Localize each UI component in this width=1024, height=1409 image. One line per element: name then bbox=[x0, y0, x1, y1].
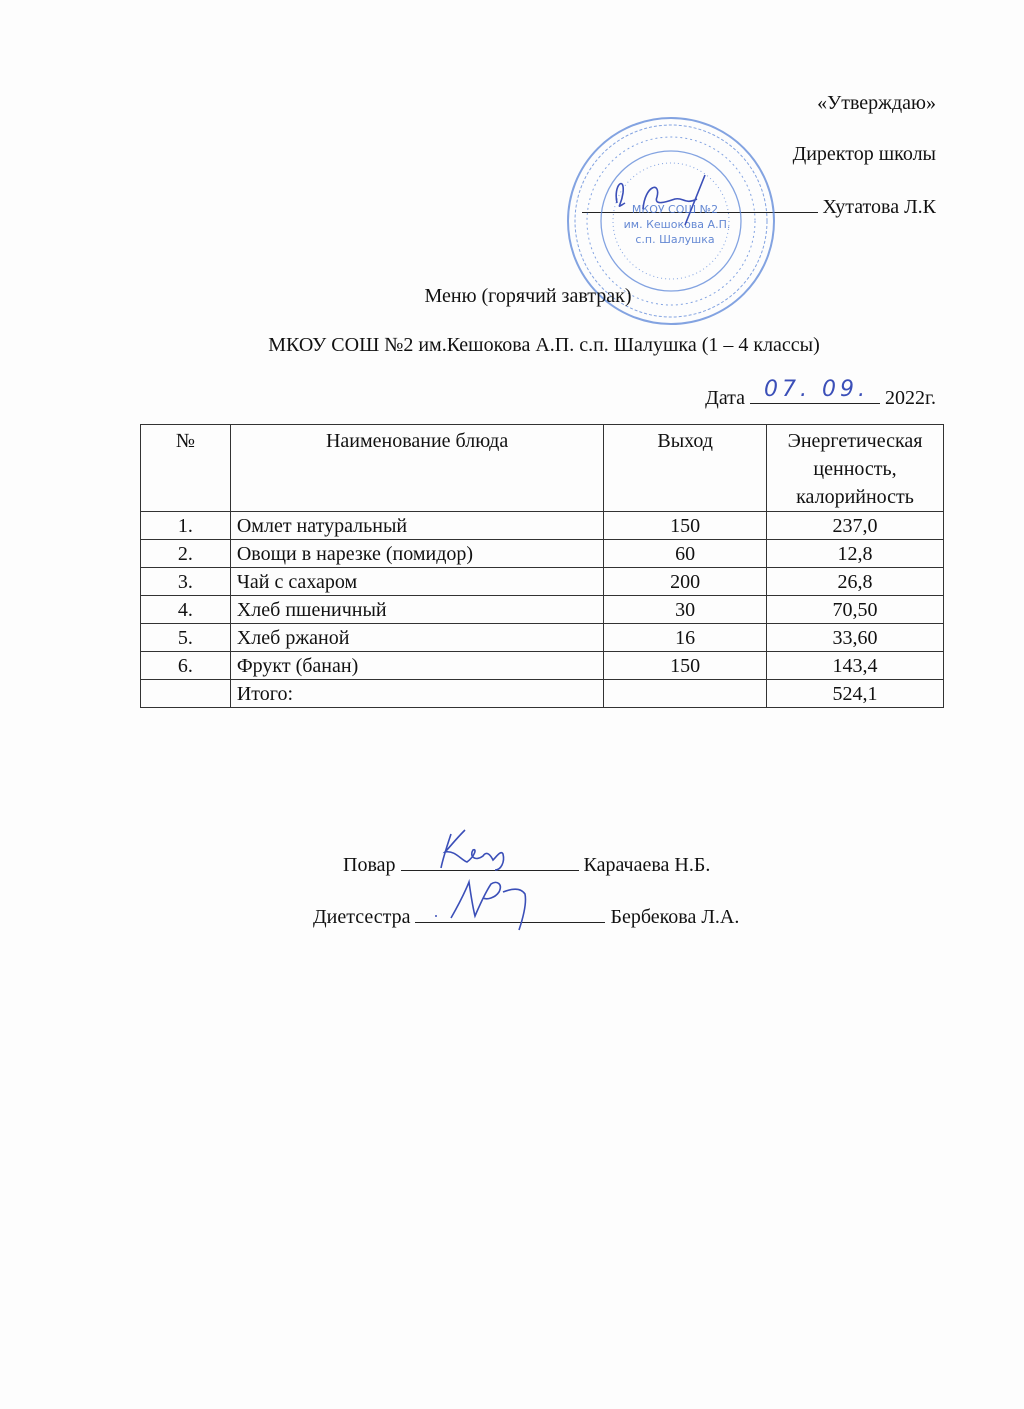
dish-yield: 200 bbox=[603, 567, 768, 596]
director-name: Хутатова Л.К bbox=[822, 196, 936, 218]
total-label: Итого: bbox=[229, 679, 605, 708]
date-blank: 07. 09. bbox=[750, 377, 881, 404]
cook-role: Повар bbox=[343, 854, 396, 876]
total-yield bbox=[603, 679, 768, 708]
dish-kcal: 143,4 bbox=[766, 651, 944, 680]
dish-name: Чай с сахаром bbox=[229, 567, 605, 596]
dish-name: Хлеб пшеничный bbox=[229, 595, 605, 624]
table-row: 4. Хлеб пшеничный 30 70,50 bbox=[140, 595, 944, 624]
approval-position: Директор школы bbox=[792, 143, 936, 165]
row-number: 2. bbox=[140, 539, 231, 568]
header-dish-name: Наименование блюда bbox=[229, 424, 605, 512]
table-total-row: Итого: 524,1 bbox=[140, 679, 944, 708]
dish-yield: 30 bbox=[603, 595, 768, 624]
svg-text:МКОУ СОШ №2: МКОУ СОШ №2 bbox=[632, 203, 718, 216]
table-row: 2. Овощи в нарезке (помидор) 60 12,8 bbox=[140, 539, 944, 568]
total-kcal: 524,1 bbox=[766, 679, 944, 708]
approval-heading: «Утверждаю» bbox=[817, 92, 936, 114]
cook-handwritten-signature bbox=[439, 829, 504, 871]
total-number bbox=[140, 679, 231, 708]
dish-name: Омлет натуральный bbox=[229, 511, 605, 540]
row-number: 6. bbox=[140, 651, 231, 680]
menu-title: Меню (горячий завтрак) bbox=[424, 285, 632, 307]
svg-text:с.п. Шалушка: с.п. Шалушка bbox=[635, 233, 714, 246]
table-row: 6. Фрукт (банан) 150 143,4 bbox=[140, 651, 944, 680]
row-number: 5. bbox=[140, 623, 231, 652]
date-line: Дата 07. 09. 2022г. bbox=[705, 377, 936, 410]
signature-cook: Повар Карачаева Н.Б. bbox=[343, 829, 711, 877]
signature-blank bbox=[581, 190, 818, 213]
dietitian-handwritten-signature bbox=[435, 878, 527, 931]
table-header-row: № Наименование блюда Выход Энергетическа… bbox=[140, 424, 944, 512]
dish-yield: 16 bbox=[603, 623, 768, 652]
dietitian-signature-blank bbox=[415, 878, 606, 931]
dish-kcal: 26,8 bbox=[766, 567, 944, 596]
table-row: 1. Омлет натуральный 150 237,0 bbox=[140, 511, 944, 540]
dish-yield: 150 bbox=[603, 651, 768, 680]
school-name: МКОУ СОШ №2 им.Кешокова А.П. с.п. Шалушк… bbox=[268, 334, 820, 356]
cook-name: Карачаева Н.Б. bbox=[583, 854, 711, 876]
header-number: № bbox=[140, 424, 231, 512]
row-number: 3. bbox=[140, 567, 231, 596]
date-year: 2022г. bbox=[885, 387, 936, 409]
table-row: 3. Чай с сахаром 200 26,8 bbox=[140, 567, 944, 596]
dish-name: Фрукт (банан) bbox=[229, 651, 605, 680]
menu-table: № Наименование блюда Выход Энергетическа… bbox=[140, 424, 944, 708]
signature-dietitian: Диетсестра Бербекова Л.А. bbox=[313, 878, 740, 931]
dish-yield: 60 bbox=[603, 539, 768, 568]
header-yield: Выход bbox=[603, 424, 768, 512]
dietitian-name: Бербекова Л.А. bbox=[610, 906, 740, 928]
dish-name: Хлеб ржаной bbox=[229, 623, 605, 652]
row-number: 1. bbox=[140, 511, 231, 540]
dish-kcal: 237,0 bbox=[766, 511, 944, 540]
date-label: Дата bbox=[705, 387, 746, 409]
school-stamp: МКОУ СОШ №2 им. Кешокова А.П. с.п. Шалуш… bbox=[567, 117, 775, 325]
header-energy: Энергетическая ценность, калорийность bbox=[766, 424, 944, 512]
dish-name: Овощи в нарезке (помидор) bbox=[229, 539, 605, 568]
dish-kcal: 33,60 bbox=[766, 623, 944, 652]
table-row: 5. Хлеб ржаной 16 33,60 bbox=[140, 623, 944, 652]
row-number: 4. bbox=[140, 595, 231, 624]
dietitian-role: Диетсестра bbox=[313, 906, 411, 928]
dish-kcal: 70,50 bbox=[766, 595, 944, 624]
handwritten-date: 07. 09. bbox=[764, 377, 870, 402]
svg-text:им. Кешокова А.П.: им. Кешокова А.П. bbox=[624, 218, 731, 231]
dish-yield: 150 bbox=[603, 511, 768, 540]
approval-signature-line: Хутатова Л.К bbox=[581, 190, 936, 219]
dish-kcal: 12,8 bbox=[766, 539, 944, 568]
cook-signature-blank bbox=[400, 829, 579, 871]
